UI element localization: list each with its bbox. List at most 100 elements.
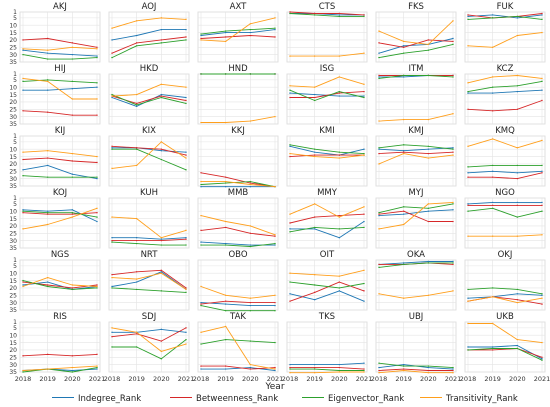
data-point-indegree	[378, 366, 380, 369]
series-line-indegree	[201, 367, 276, 371]
data-point-indegree	[491, 14, 494, 16]
data-point-indegree	[22, 49, 24, 51]
data-point-transitivity	[541, 341, 543, 344]
legend-label-betweenness: Betweenness_Rank	[196, 394, 279, 404]
data-point-transitivity	[96, 98, 98, 100]
data-point-betweenness	[313, 291, 316, 294]
panel-title: KUH	[140, 188, 158, 198]
series-line-eigenvector	[200, 181, 276, 188]
x-tick-label: 2020	[420, 375, 437, 382]
series-line-betweenness	[200, 172, 276, 188]
data-point-transitivity	[452, 154, 454, 156]
data-point-eigenvector	[200, 343, 202, 345]
series-line-transitivity	[378, 201, 454, 230]
data-point-eigenvector	[452, 262, 454, 264]
data-point-betweenness	[452, 263, 454, 266]
data-point-betweenness	[378, 74, 380, 77]
series-line-eigenvector	[22, 280, 98, 290]
data-point-betweenness	[274, 366, 276, 369]
legend-item-eigenvector: Eigenvector_Rank	[302, 394, 404, 406]
data-point-eigenvector	[135, 346, 138, 348]
data-point-indegree	[427, 148, 430, 150]
data-point-indegree	[185, 28, 187, 31]
data-point-indegree	[22, 284, 24, 286]
data-point-eigenvector	[71, 288, 74, 291]
x-tick-label: 2018	[371, 375, 388, 382]
data-point-indegree	[185, 331, 187, 333]
data-point-eigenvector	[289, 12, 291, 15]
data-point-indegree	[274, 369, 276, 372]
data-point-eigenvector	[96, 366, 98, 369]
data-point-indegree	[224, 242, 227, 245]
series-line-transitivity	[22, 46, 98, 51]
data-point-eigenvector	[111, 93, 113, 96]
series-line-eigenvector	[467, 287, 543, 295]
series-line-indegree	[467, 201, 542, 205]
data-point-transitivity	[71, 284, 74, 286]
data-point-indegree	[402, 262, 405, 264]
series-line-eigenvector	[112, 339, 187, 360]
data-point-eigenvector	[160, 290, 163, 292]
data-point-betweenness	[467, 204, 469, 207]
data-point-indegree	[516, 17, 519, 19]
data-point-transitivity	[516, 338, 519, 341]
data-point-transitivity	[338, 76, 341, 78]
panel-kuh: KUH	[108, 188, 190, 249]
data-point-eigenvector	[274, 73, 276, 75]
data-point-betweenness	[427, 220, 430, 223]
data-point-eigenvector	[313, 368, 316, 370]
panel-title: RIS	[53, 312, 67, 322]
y-tick-label: 5	[13, 77, 17, 84]
data-point-eigenvector	[491, 287, 494, 289]
panel-aoj: AOJ	[108, 2, 190, 63]
y-tick-label: 15	[9, 340, 17, 347]
data-point-eigenvector	[249, 73, 252, 75]
series-line-indegree	[22, 209, 98, 222]
data-point-eigenvector	[160, 42, 163, 44]
data-point-betweenness	[46, 213, 49, 215]
data-point-betweenness	[378, 263, 380, 266]
data-point-betweenness	[491, 349, 494, 351]
data-point-betweenness	[135, 239, 138, 242]
data-point-transitivity	[96, 207, 98, 209]
series-line-indegree	[468, 345, 543, 360]
data-point-transitivity	[224, 220, 227, 223]
data-point-transitivity	[22, 48, 24, 50]
data-point-eigenvector	[378, 266, 380, 269]
data-point-transitivity	[289, 85, 291, 87]
data-point-eigenvector	[338, 228, 341, 230]
data-point-transitivity	[427, 372, 430, 374]
data-point-transitivity	[46, 80, 49, 83]
data-point-transitivity	[516, 74, 519, 77]
data-point-transitivity	[338, 55, 341, 57]
data-point-eigenvector	[249, 245, 252, 248]
data-point-betweenness	[402, 210, 405, 212]
series-line-indegree	[22, 164, 98, 180]
data-point-transitivity	[22, 77, 24, 80]
panel-frame	[375, 11, 457, 63]
data-point-indegree	[363, 362, 365, 364]
data-point-eigenvector	[274, 310, 276, 312]
data-point-indegree	[402, 213, 405, 215]
data-point-eigenvector	[224, 30, 227, 32]
panel-ngo: NGO	[464, 188, 546, 249]
series-line-indegree	[111, 29, 186, 41]
data-point-eigenvector	[224, 338, 227, 341]
data-point-betweenness	[200, 303, 202, 305]
series-line-eigenvector	[200, 27, 276, 35]
data-point-eigenvector	[71, 80, 74, 83]
series-line-indegree	[378, 38, 454, 54]
series-line-eigenvector	[201, 243, 276, 247]
panel-title: KIJ	[55, 126, 66, 136]
data-point-transitivity	[313, 203, 316, 205]
panel-hkd: HKD	[108, 64, 190, 125]
data-point-betweenness	[22, 158, 24, 161]
panel-oka: OKA	[375, 250, 457, 311]
data-point-betweenness	[289, 11, 291, 13]
data-point-transitivity	[378, 163, 380, 165]
data-point-eigenvector	[185, 338, 187, 341]
y-tick-label: 25	[9, 292, 17, 299]
y-tick-label: 30	[9, 362, 17, 369]
